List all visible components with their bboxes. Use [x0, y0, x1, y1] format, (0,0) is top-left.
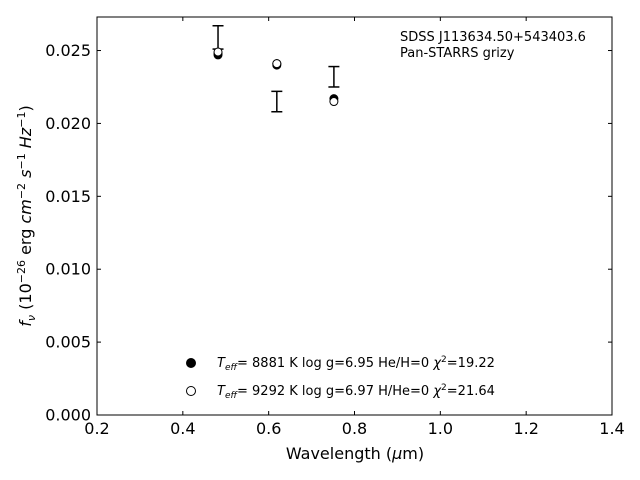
x-tick-label: 1.2	[513, 419, 538, 438]
annotation-survey: Pan-STARRS grizy	[400, 46, 515, 61]
data-points	[213, 47, 339, 107]
x-tick-label: 0.8	[342, 419, 367, 438]
y-tick-label: 0.020	[45, 114, 91, 133]
legend-entry-1: Teff= 8881 K log g=6.95 He/H=0 χ2=19.22	[217, 355, 495, 373]
legend-marker-filled	[186, 358, 196, 368]
svg-text:fν (10−26 erg cm−2 s−1 Hz−1): fν (10−26 erg cm−2 s−1 Hz−1)	[15, 105, 38, 326]
error-bar	[212, 24, 224, 50]
y-tick-label: 0.010	[45, 260, 91, 279]
error-bar	[271, 90, 283, 113]
y-axis-label: fν (10−26 erg cm−2 s−1 Hz−1)	[15, 105, 38, 326]
error-bars	[212, 24, 340, 113]
point-open	[213, 47, 223, 57]
x-axis: 0.2 0.4 0.6 0.8 1.0 1.2 1.4	[84, 17, 625, 438]
y-tick-label: 0.000	[45, 406, 91, 425]
x-tick-label: 1.4	[599, 419, 624, 438]
point-open	[329, 97, 339, 107]
legend-marker-open	[186, 386, 196, 396]
point-open	[272, 59, 282, 69]
x-tick-label: 1.0	[428, 419, 453, 438]
legend: Teff= 8881 K log g=6.95 He/H=0 χ2=19.22 …	[186, 355, 495, 401]
y-tick-label: 0.005	[45, 333, 91, 352]
x-tick-label: 0.6	[256, 419, 281, 438]
x-axis-label: Wavelength (μm)	[286, 444, 424, 463]
legend-entry-2: Teff= 9292 K log g=6.97 H/He=0 χ2=21.64	[217, 383, 495, 401]
annotation-object: SDSS J113634.50+543403.6	[400, 30, 586, 45]
error-bar	[328, 65, 340, 88]
y-axis: 0.000 0.005 0.010 0.015 0.020 0.025	[45, 41, 612, 425]
y-tick-label: 0.015	[45, 187, 91, 206]
x-tick-label: 0.2	[84, 419, 109, 438]
y-tick-label: 0.025	[45, 41, 91, 60]
x-tick-label: 0.4	[170, 419, 195, 438]
